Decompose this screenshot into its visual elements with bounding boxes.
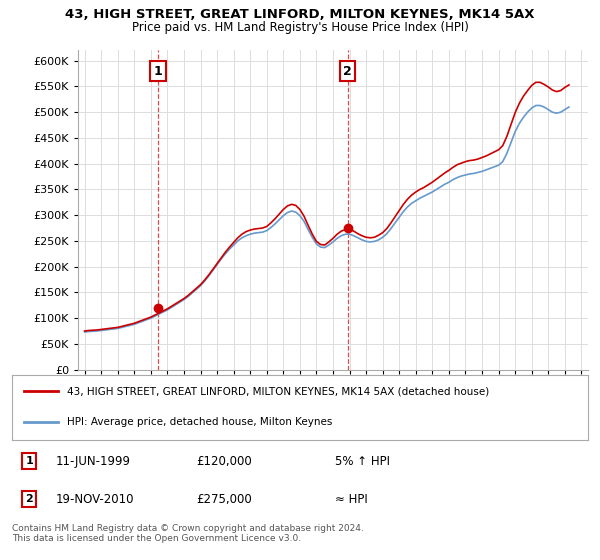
Text: 43, HIGH STREET, GREAT LINFORD, MILTON KEYNES, MK14 5AX: 43, HIGH STREET, GREAT LINFORD, MILTON K… <box>65 8 535 21</box>
Text: 1: 1 <box>154 64 163 78</box>
Text: ≈ HPI: ≈ HPI <box>335 493 367 506</box>
Text: £275,000: £275,000 <box>196 493 252 506</box>
Text: £120,000: £120,000 <box>196 455 252 468</box>
Text: 5% ↑ HPI: 5% ↑ HPI <box>335 455 389 468</box>
Text: 11-JUN-1999: 11-JUN-1999 <box>55 455 130 468</box>
Text: HPI: Average price, detached house, Milton Keynes: HPI: Average price, detached house, Milt… <box>67 417 332 427</box>
Text: 43, HIGH STREET, GREAT LINFORD, MILTON KEYNES, MK14 5AX (detached house): 43, HIGH STREET, GREAT LINFORD, MILTON K… <box>67 386 489 396</box>
Text: Price paid vs. HM Land Registry's House Price Index (HPI): Price paid vs. HM Land Registry's House … <box>131 21 469 34</box>
Text: 2: 2 <box>25 494 33 504</box>
Text: 2: 2 <box>343 64 352 78</box>
Text: Contains HM Land Registry data © Crown copyright and database right 2024.
This d: Contains HM Land Registry data © Crown c… <box>12 524 364 543</box>
Text: 1: 1 <box>25 456 33 466</box>
Text: 19-NOV-2010: 19-NOV-2010 <box>55 493 134 506</box>
